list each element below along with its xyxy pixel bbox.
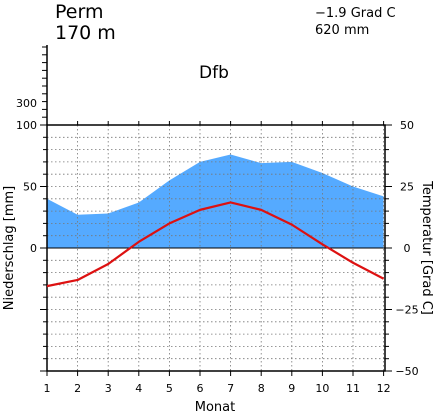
x-tick-label: 7	[227, 382, 234, 395]
right-tick-label: 50	[400, 119, 414, 132]
upper-precip-axis	[42, 45, 48, 126]
x-tick-label: 2	[74, 382, 81, 395]
x-tick-label: 12	[377, 382, 391, 395]
x-tick-label: 4	[135, 382, 142, 395]
x-tick-label: 5	[166, 382, 173, 395]
left-tick-label: 300	[16, 97, 37, 110]
x-tick-label: 11	[346, 382, 360, 395]
axis-labels: 1 2 3 4 5 6 7 8 9 10 11 12050100300−50−2502550Monat…	[2, 97, 434, 415]
x-axis-title: Monat	[195, 400, 235, 415]
x-tick-label: 6	[197, 382, 204, 395]
x-tick-label: 1	[44, 382, 51, 395]
precip-area	[47, 154, 384, 248]
station-elevation: 170 m	[55, 22, 116, 44]
mean-temperature: −1.9 Grad C	[315, 6, 396, 21]
left-tick-label: 50	[23, 181, 37, 194]
station-name: Perm	[55, 1, 103, 23]
x-tick-label: 8	[258, 382, 265, 395]
right-tick-label: 0	[404, 242, 411, 255]
grid-lines	[47, 125, 385, 371]
precip-area-layer	[46, 154, 384, 248]
left-tick-label: 0	[30, 242, 37, 255]
right-tick-label: 25	[400, 181, 414, 194]
right-tick-label: −25	[395, 304, 418, 317]
x-tick-label: 10	[315, 382, 329, 395]
right-tick-label: −50	[395, 365, 418, 378]
left-tick-label: 100	[16, 119, 37, 132]
right-axis-title: Temperatur [Grad C]	[419, 180, 434, 315]
annual-precipitation: 620 mm	[315, 23, 369, 38]
temperature-layer	[46, 201, 385, 288]
x-tick-label: 3	[105, 382, 112, 395]
left-axis-title: Niederschlag [mm]	[2, 186, 17, 311]
axis-ticks	[40, 121, 392, 376]
climate-class: Dfb	[199, 63, 229, 83]
temperature-line	[46, 201, 385, 288]
x-tick-label: 9	[288, 382, 295, 395]
